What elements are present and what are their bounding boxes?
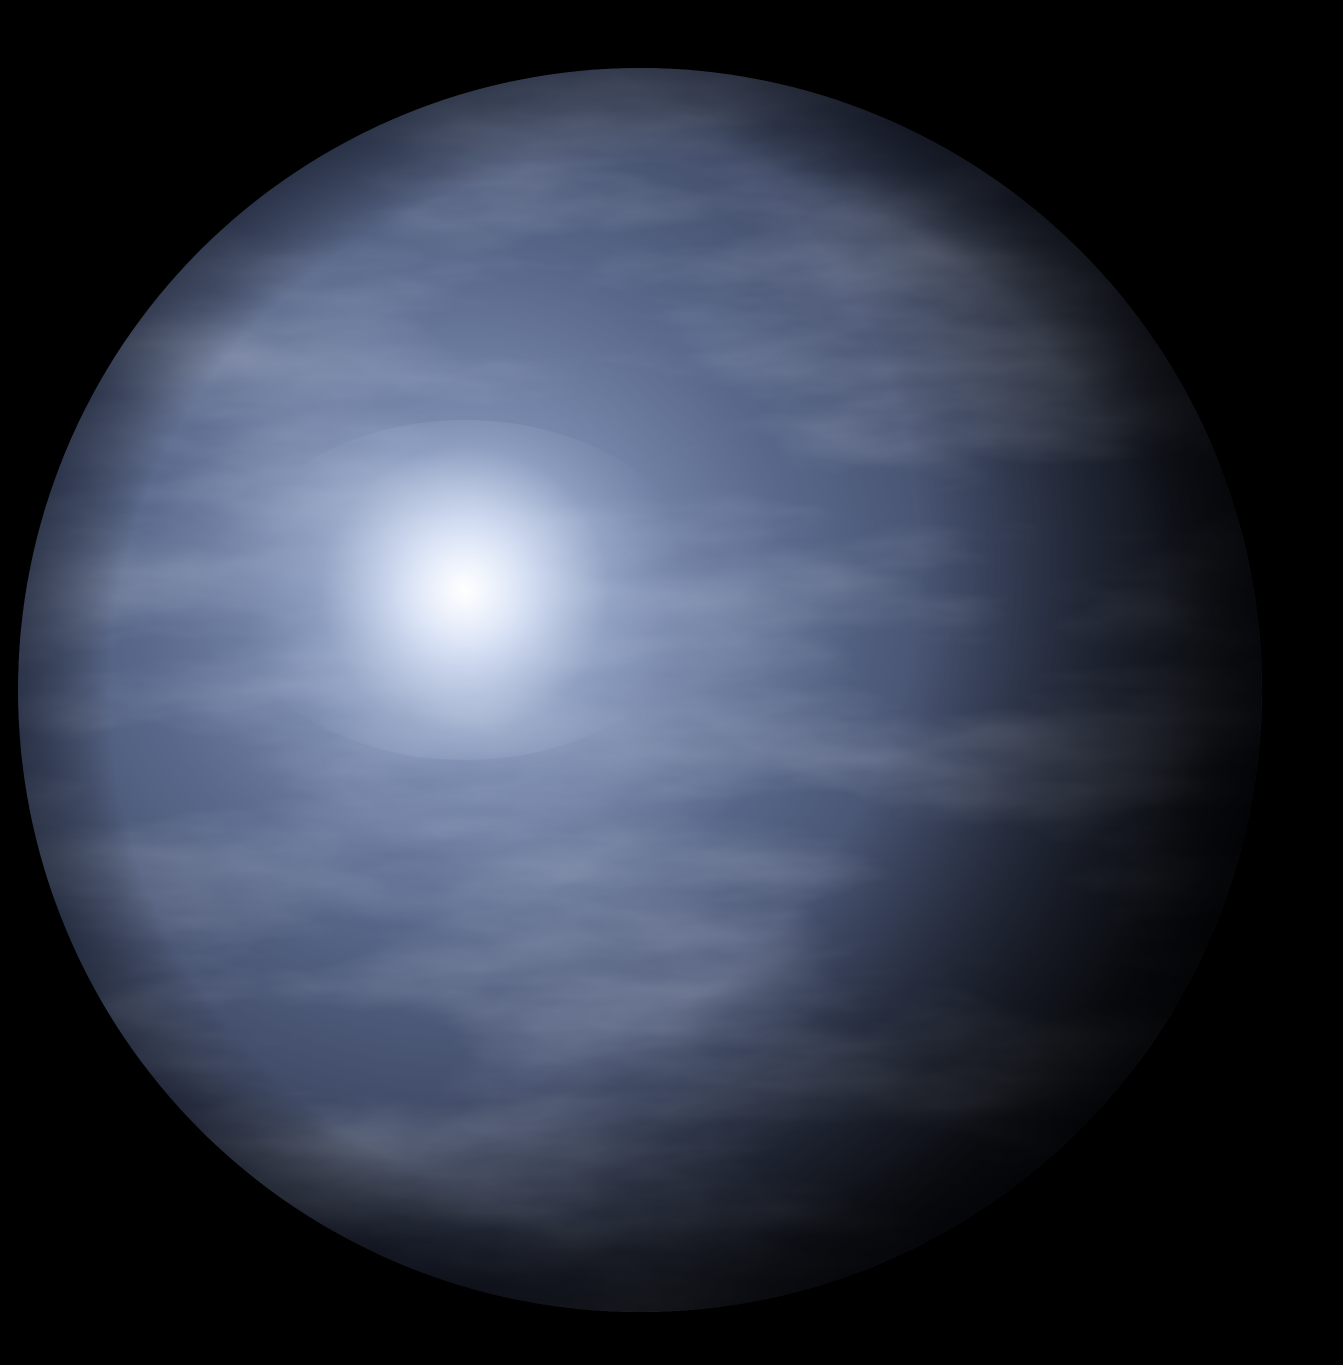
night-side [18, 68, 1262, 1312]
